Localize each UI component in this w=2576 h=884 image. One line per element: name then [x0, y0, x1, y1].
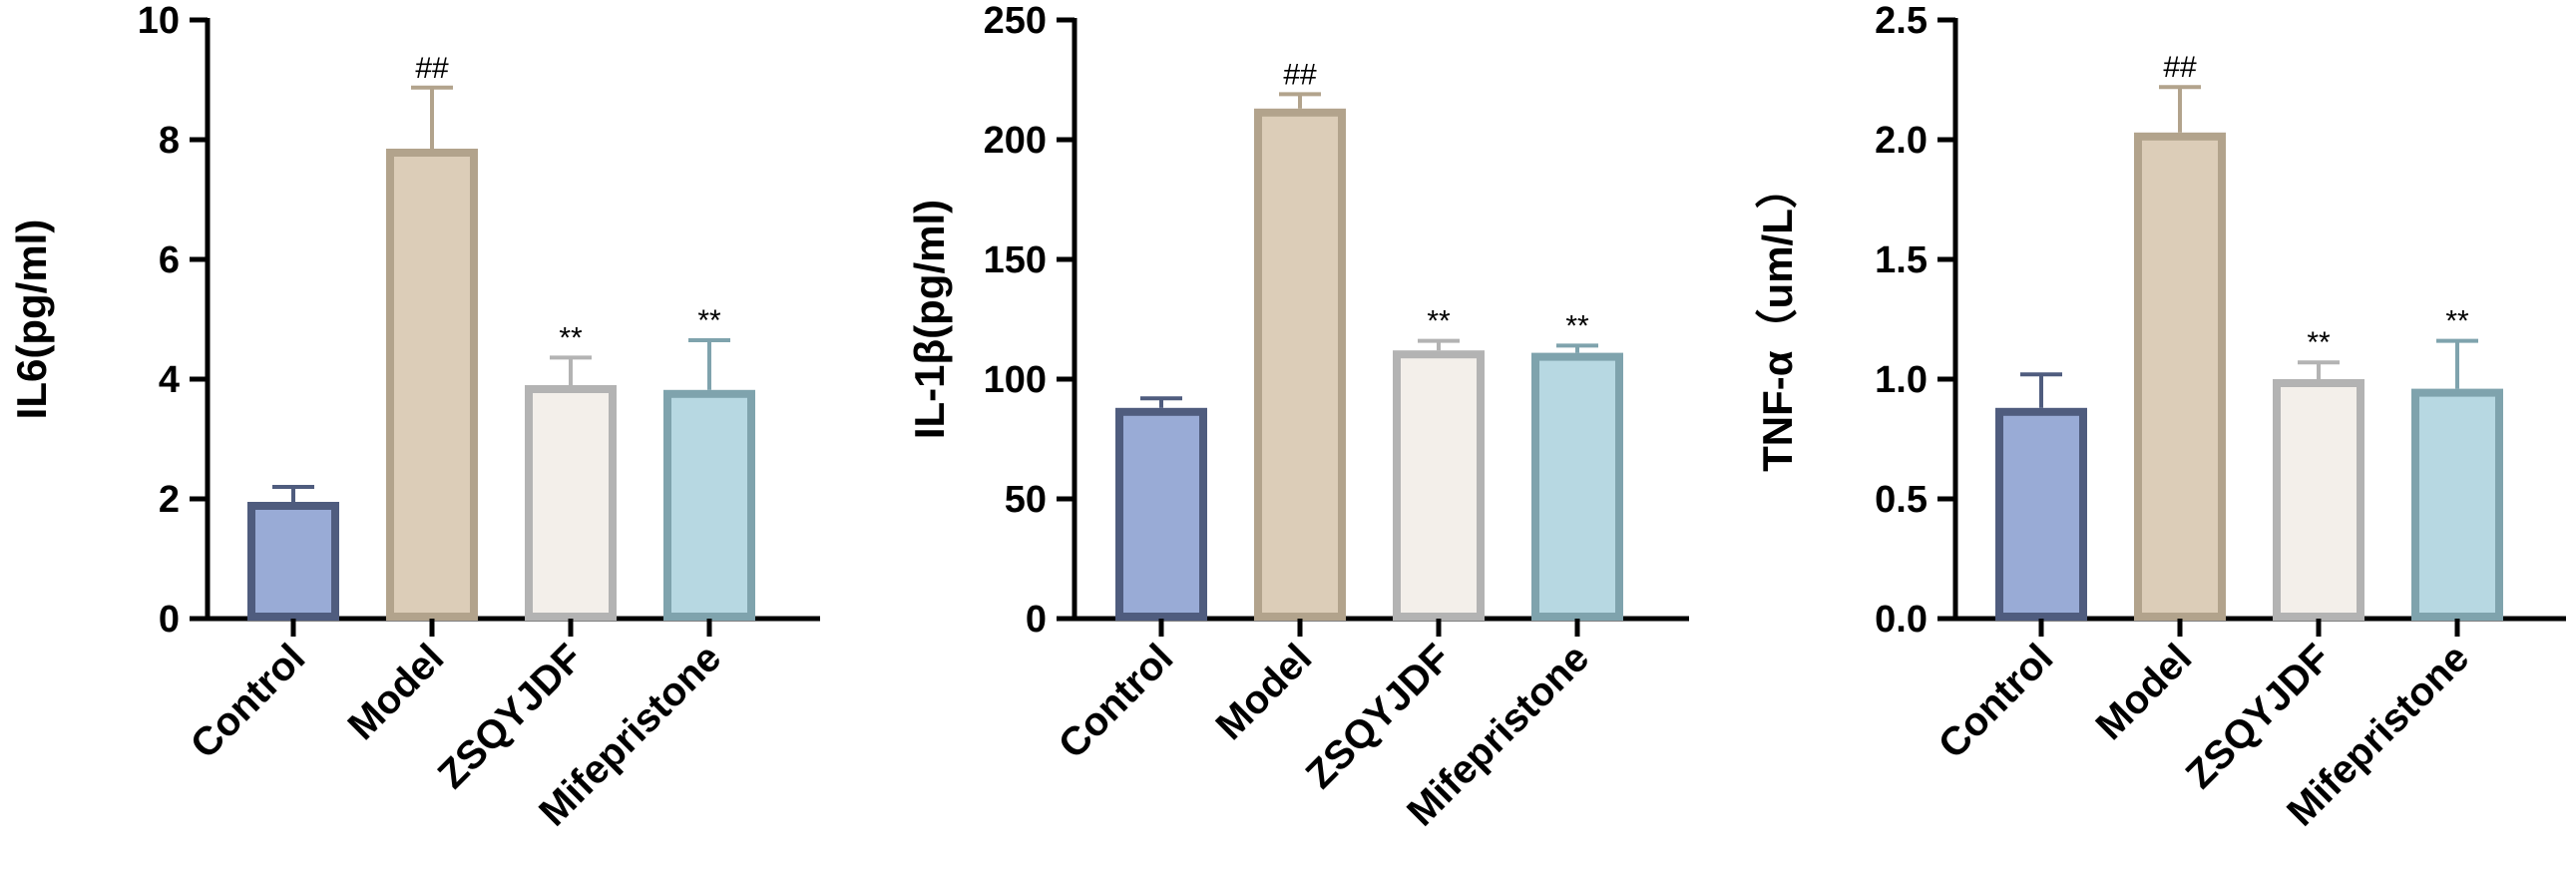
x-tick-label: Control: [183, 636, 314, 767]
significance-label: **: [697, 304, 721, 337]
significance-label: **: [559, 321, 583, 354]
y-tick-label: 0: [159, 599, 180, 641]
x-tick-label: Model: [1208, 636, 1321, 748]
y-tick-label: 100: [984, 359, 1047, 401]
y-tick-label: 2.5: [1875, 0, 1928, 42]
y-axis-title: IL-1β(pg/ml): [906, 200, 953, 439]
bar-model: [1254, 108, 1346, 622]
y-tick-label: 250: [984, 0, 1047, 42]
bar-control: [1995, 407, 2087, 621]
y-tick-label: 0.5: [1875, 479, 1928, 521]
y-tick-label: 1.5: [1875, 239, 1928, 281]
bar-control: [247, 502, 339, 621]
x-tick-label: Control: [1051, 636, 1182, 767]
chart-panel-2: 0 50 100 150 200 250 IL-1β(pg/ml) Control ## Mode…: [906, 0, 1689, 835]
y-tick-label: 6: [159, 239, 180, 281]
significance-label: **: [1427, 305, 1451, 338]
y-axis-title: IL6(pg/ml): [8, 220, 55, 420]
bar-zsqyjdf: [2273, 379, 2364, 621]
significance-label: **: [2445, 305, 2469, 338]
bar-zsqyjdf: [1393, 350, 1485, 621]
bar-model: [2134, 132, 2226, 622]
chart-panel-1: 0246810IL6(pg/ml)Control##Model**ZSQYJDF…: [8, 0, 820, 835]
y-tick-label: 2: [159, 479, 180, 521]
x-tick-label: Control: [1931, 636, 2062, 767]
y-tick-label: 2.0: [1875, 120, 1928, 162]
y-tick-label: 10: [138, 0, 180, 42]
significance-label: ##: [415, 52, 449, 85]
y-tick-label: 8: [159, 120, 180, 162]
y-tick-label: 200: [984, 120, 1047, 162]
bar-mifepristone: [663, 389, 755, 621]
y-tick-label: 0: [1026, 599, 1047, 641]
bar-zsqyjdf: [525, 385, 617, 621]
chart-panel-3: 0.0 0.5 1.0 1.5 2.0 2.5 TNF-α（um/L） Control ## Mo…: [1754, 0, 2566, 835]
y-tick-label: 1.0: [1875, 359, 1928, 401]
significance-label: ##: [1283, 58, 1317, 91]
bar-mifepristone: [1531, 352, 1623, 621]
x-tick-label: Model: [2088, 636, 2201, 748]
bar-model: [386, 149, 478, 621]
bar-mifepristone: [2411, 388, 2503, 621]
x-tick-label: Model: [340, 636, 453, 748]
bar-control: [1115, 407, 1207, 621]
y-tick-label: 50: [1005, 479, 1047, 521]
y-tick-label: 0.0: [1875, 599, 1928, 641]
y-tick-label: 4: [159, 359, 180, 401]
significance-label: **: [1565, 309, 1589, 342]
y-axis-title: TNF-α（um/L）: [1754, 167, 1801, 472]
significance-label: ##: [2163, 51, 2197, 84]
significance-label: **: [2307, 326, 2331, 359]
y-tick-label: 150: [984, 239, 1047, 281]
